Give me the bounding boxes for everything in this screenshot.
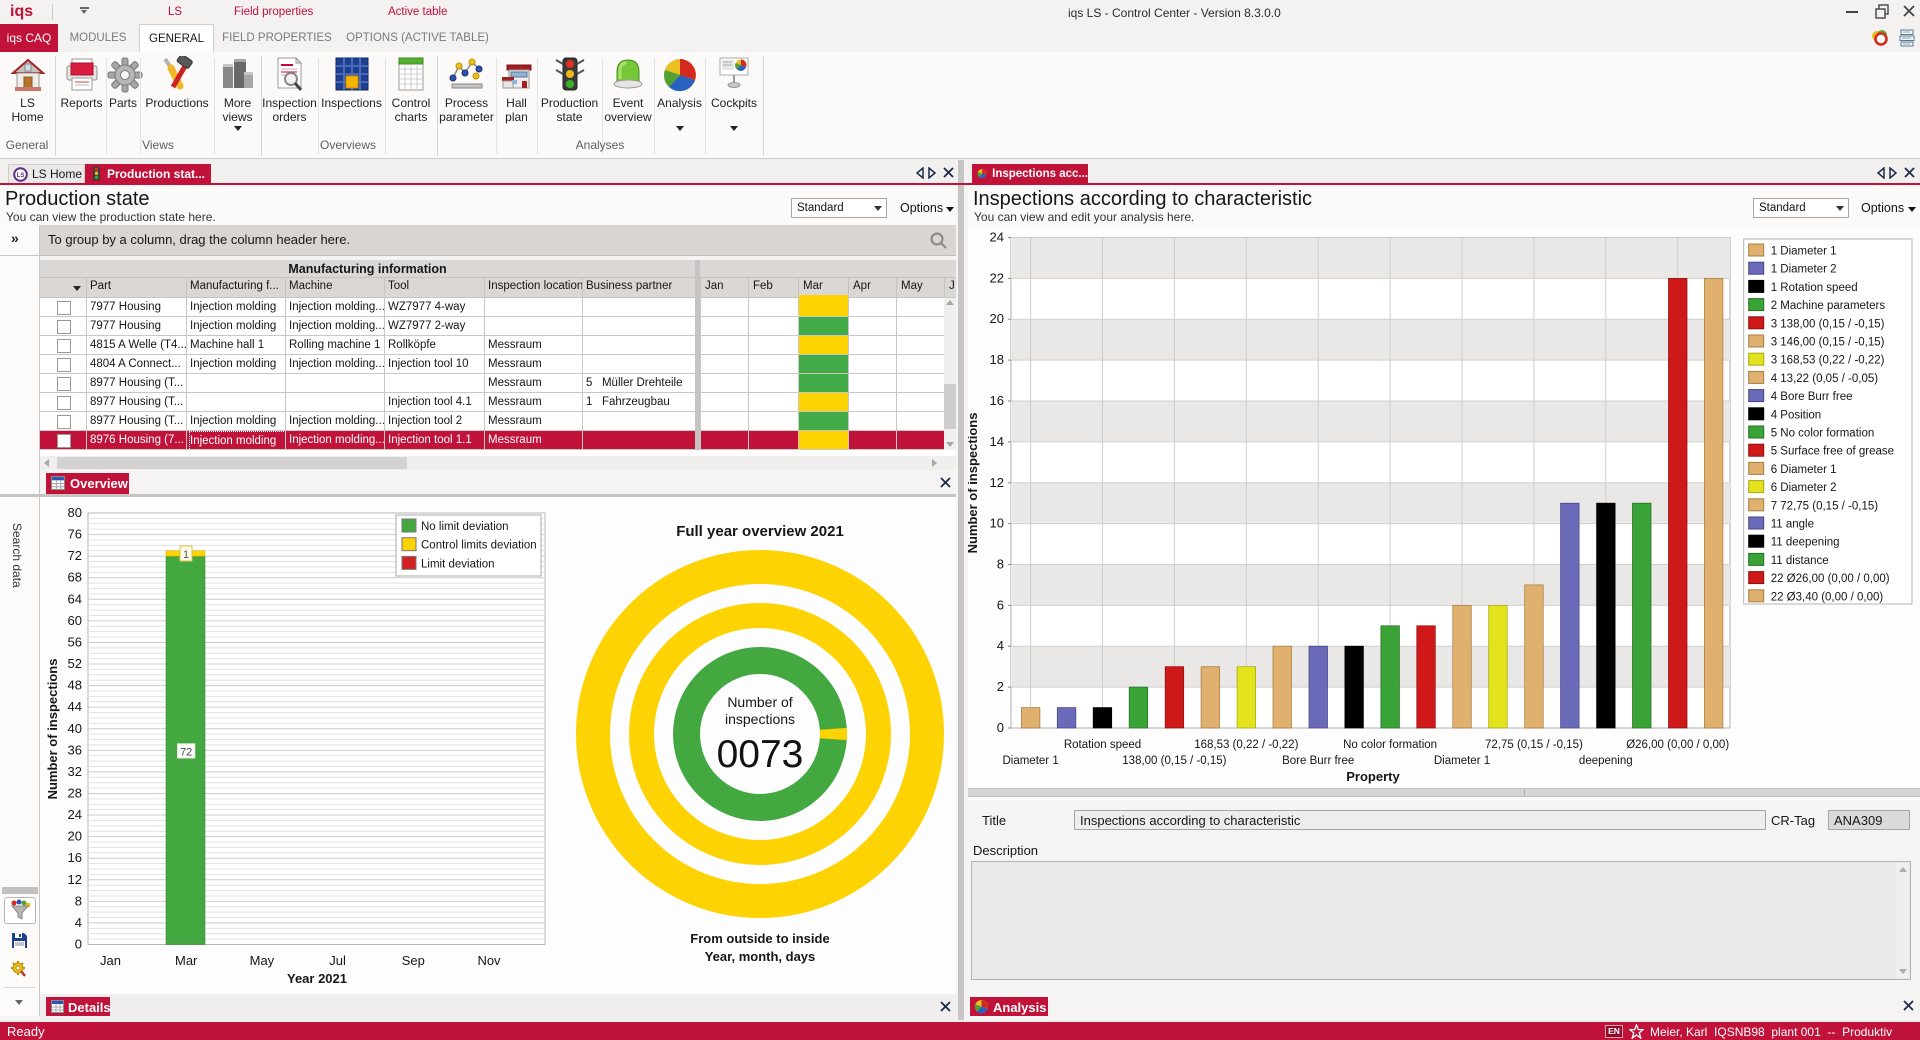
- svg-text:From outside to inside: From outside to inside: [690, 931, 829, 946]
- svg-text:Number of: Number of: [727, 694, 792, 710]
- svg-text:11 deepening: 11 deepening: [1771, 537, 1840, 549]
- svg-text:Rotation speed: Rotation speed: [1064, 739, 1141, 751]
- svg-text:Property: Property: [1346, 769, 1400, 784]
- svg-text:20: 20: [68, 829, 82, 844]
- svg-text:Jan: Jan: [100, 953, 121, 968]
- svg-text:1: 1: [183, 549, 189, 561]
- svg-text:40: 40: [68, 721, 82, 736]
- svg-text:48: 48: [68, 678, 82, 693]
- svg-text:60: 60: [68, 613, 82, 628]
- svg-text:52: 52: [68, 656, 82, 671]
- svg-text:36: 36: [68, 742, 82, 757]
- svg-text:inspections: inspections: [725, 711, 795, 727]
- svg-text:4 Bore Burr free: 4 Bore Burr free: [1771, 391, 1853, 403]
- svg-text:1 Diameter 2: 1 Diameter 2: [1771, 264, 1837, 276]
- svg-text:Nov: Nov: [477, 953, 501, 968]
- svg-text:Year, month, days: Year, month, days: [705, 949, 816, 964]
- svg-text:May: May: [250, 953, 275, 968]
- svg-text:4 13,22 (0,05 / -0,05): 4 13,22 (0,05 / -0,05): [1771, 373, 1879, 385]
- svg-text:24: 24: [68, 807, 82, 822]
- svg-text:8: 8: [75, 893, 82, 908]
- svg-text:28: 28: [68, 786, 82, 801]
- svg-text:12: 12: [990, 475, 1004, 490]
- svg-text:Bore Burr free: Bore Burr free: [1282, 755, 1354, 767]
- svg-text:0: 0: [75, 937, 82, 952]
- svg-text:3 168,53 (0,22 / -0,22): 3 168,53 (0,22 / -0,22): [1771, 355, 1885, 367]
- svg-text:6: 6: [997, 597, 1004, 612]
- svg-text:168,53 (0,22 / -0,22): 168,53 (0,22 / -0,22): [1194, 739, 1298, 751]
- svg-text:Full year overview 2021: Full year overview 2021: [676, 523, 844, 540]
- svg-text:68: 68: [68, 570, 82, 585]
- svg-text:20: 20: [990, 311, 1004, 326]
- svg-text:8: 8: [997, 557, 1004, 572]
- svg-text:11 angle: 11 angle: [1771, 519, 1814, 531]
- svg-text:Number of inspections: Number of inspections: [45, 659, 60, 800]
- svg-text:72: 72: [180, 747, 192, 759]
- svg-text:2 Machine parameters: 2 Machine parameters: [1771, 300, 1886, 312]
- svg-text:Jul: Jul: [329, 953, 346, 968]
- svg-text:72,75 (0,15 / -0,15): 72,75 (0,15 / -0,15): [1485, 739, 1583, 751]
- svg-text:18: 18: [990, 352, 1004, 367]
- svg-text:80: 80: [68, 505, 82, 520]
- svg-text:24: 24: [990, 230, 1004, 245]
- svg-text:4: 4: [997, 638, 1004, 653]
- svg-text:Mar: Mar: [175, 953, 198, 968]
- svg-text:7 72,75 (0,15 / -0,15): 7 72,75 (0,15 / -0,15): [1771, 500, 1879, 512]
- svg-text:76: 76: [68, 527, 82, 542]
- svg-text:No color formation: No color formation: [1343, 739, 1437, 751]
- svg-text:LS: LS: [17, 173, 25, 179]
- svg-text:Number of inspections: Number of inspections: [968, 413, 980, 554]
- svg-text:Control limits deviation: Control limits deviation: [421, 540, 537, 552]
- svg-text:5 No color formation: 5 No color formation: [1771, 428, 1875, 440]
- svg-text:12: 12: [68, 872, 82, 887]
- svg-text:0073: 0073: [717, 733, 804, 776]
- svg-text:16: 16: [68, 850, 82, 865]
- svg-text:11 distance: 11 distance: [1771, 555, 1829, 567]
- svg-text:10: 10: [990, 516, 1004, 531]
- svg-text:5 Surface free of grease: 5 Surface free of grease: [1771, 446, 1894, 458]
- svg-text:3 138,00 (0,15 / -0,15): 3 138,00 (0,15 / -0,15): [1771, 318, 1885, 330]
- svg-text:1 Rotation speed: 1 Rotation speed: [1771, 282, 1858, 294]
- svg-text:22: 22: [990, 270, 1004, 285]
- svg-text:Diameter 1: Diameter 1: [1002, 755, 1058, 767]
- svg-text:Year 2021: Year 2021: [287, 971, 347, 986]
- svg-text:16: 16: [990, 393, 1004, 408]
- svg-text:deepening: deepening: [1579, 755, 1633, 767]
- svg-text:32: 32: [68, 764, 82, 779]
- svg-text:6 Diameter 1: 6 Diameter 1: [1771, 464, 1837, 476]
- svg-text:22 Ø3,40 (0,00 / 0,00): 22 Ø3,40 (0,00 / 0,00): [1771, 591, 1884, 603]
- svg-text:3 146,00 (0,15 / -0,15): 3 146,00 (0,15 / -0,15): [1771, 337, 1885, 349]
- svg-text:64: 64: [68, 591, 82, 606]
- svg-text:14: 14: [990, 434, 1004, 449]
- svg-text:44: 44: [68, 699, 82, 714]
- svg-text:22 Ø26,00 (0,00 / 0,00): 22 Ø26,00 (0,00 / 0,00): [1771, 573, 1890, 585]
- svg-text:Limit deviation: Limit deviation: [421, 558, 495, 570]
- svg-text:Ø26,00 (0,00 / 0,00): Ø26,00 (0,00 / 0,00): [1626, 739, 1729, 751]
- svg-text:1 Diameter 1: 1 Diameter 1: [1771, 246, 1837, 258]
- svg-text:72: 72: [68, 548, 82, 563]
- svg-text:0: 0: [997, 720, 1004, 735]
- svg-text:138,00 (0,15 / -0,15): 138,00 (0,15 / -0,15): [1122, 755, 1226, 767]
- svg-text:No limit deviation: No limit deviation: [421, 521, 509, 533]
- svg-text:Sep: Sep: [402, 953, 425, 968]
- svg-text:4: 4: [75, 915, 82, 930]
- svg-text:56: 56: [68, 634, 82, 649]
- svg-text:2: 2: [997, 679, 1004, 694]
- svg-text:Diameter 1: Diameter 1: [1434, 755, 1490, 767]
- svg-text:6 Diameter 2: 6 Diameter 2: [1771, 482, 1837, 494]
- svg-text:4 Position: 4 Position: [1771, 409, 1822, 421]
